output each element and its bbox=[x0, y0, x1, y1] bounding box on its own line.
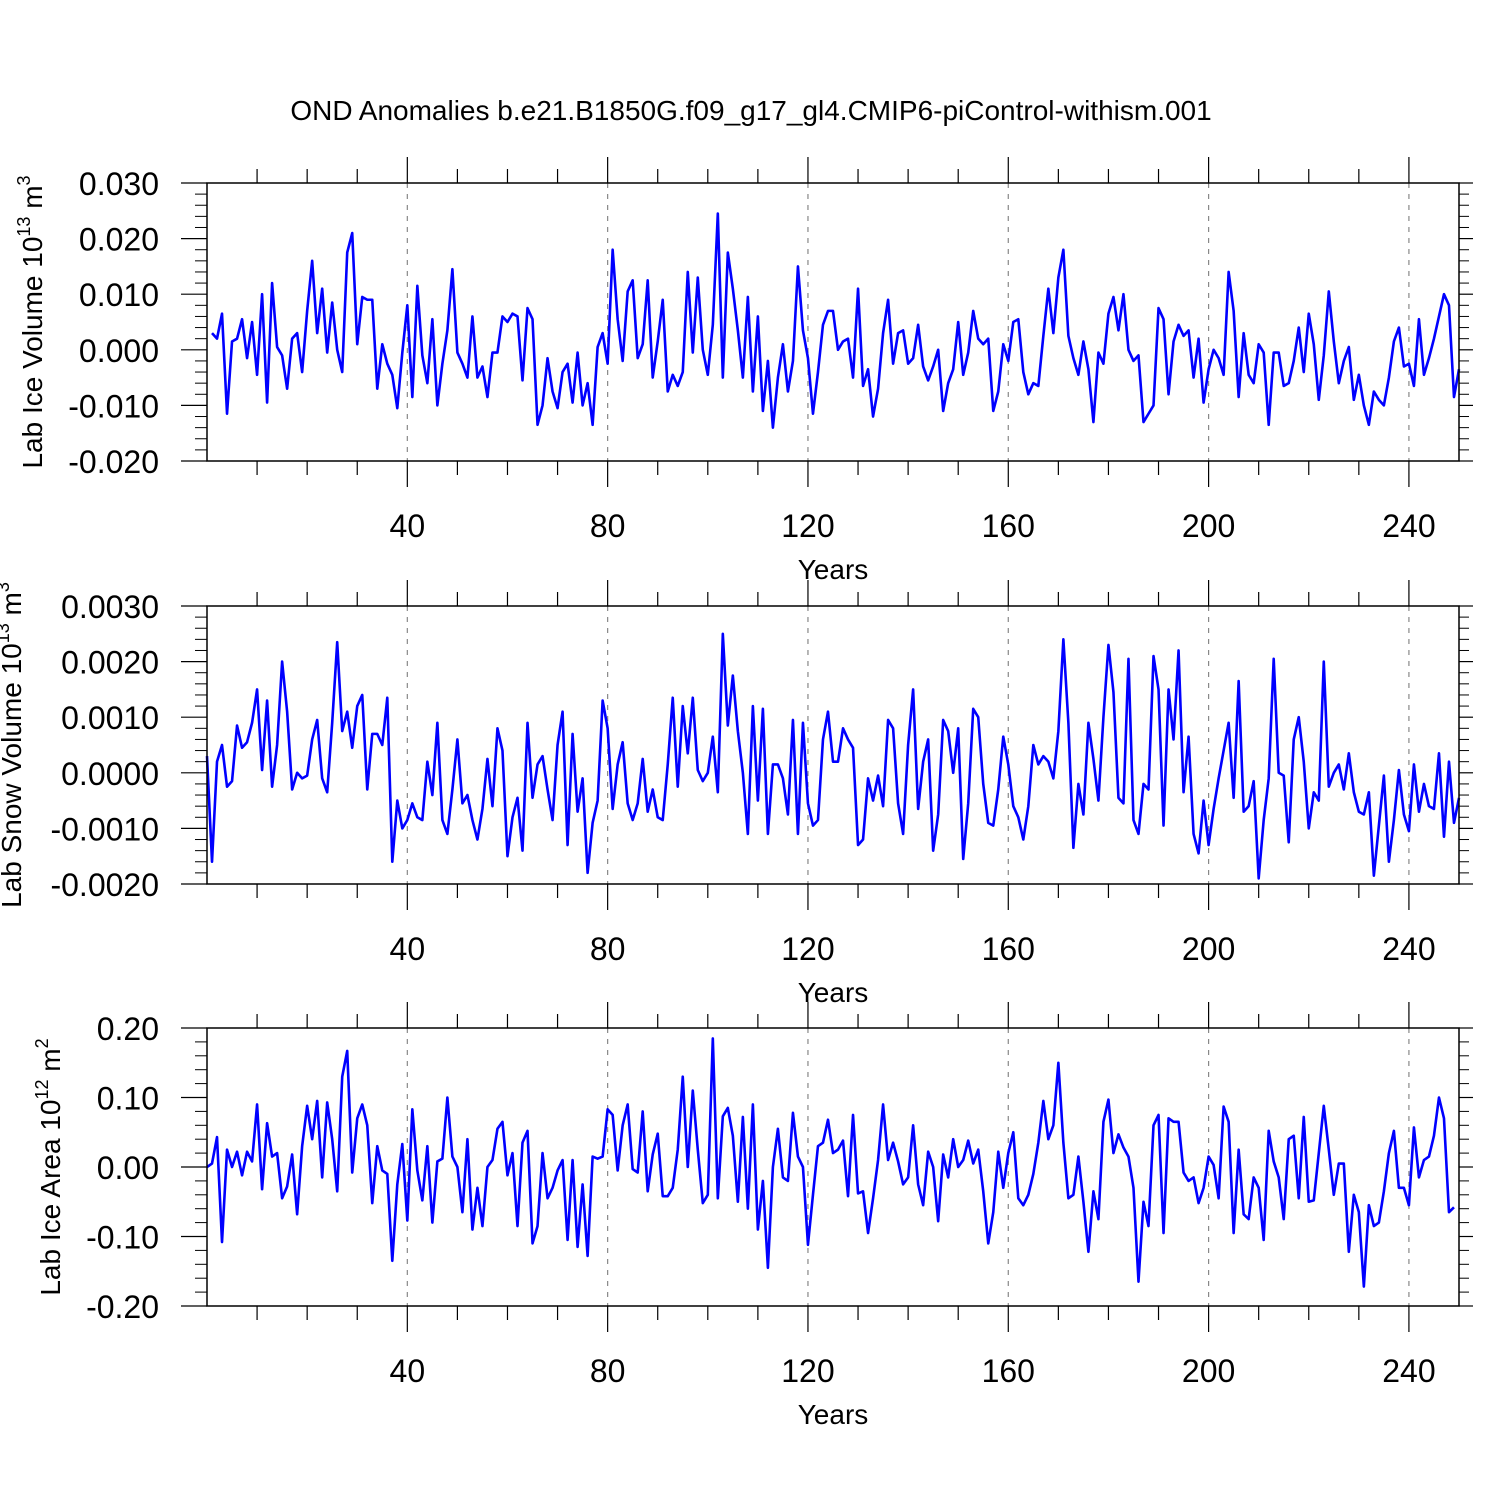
x-tick-label: 240 bbox=[1382, 931, 1435, 967]
y-tick-label: -0.0020 bbox=[50, 867, 159, 903]
y-axis-title: Lab Snow Volume 1013 m3 bbox=[0, 582, 27, 908]
plot-frame bbox=[206, 605, 1460, 885]
x-axis-title: Years bbox=[798, 554, 869, 585]
series-line-snow-volume bbox=[205, 632, 1461, 880]
y-tick-label: 0.0000 bbox=[61, 756, 159, 792]
x-tick-label: 160 bbox=[982, 1353, 1035, 1389]
x-tick-label: 200 bbox=[1182, 1353, 1235, 1389]
series-line-ice-volume bbox=[211, 212, 1461, 429]
x-tick-label: 240 bbox=[1382, 508, 1435, 544]
y-tick-label: 0.0020 bbox=[61, 645, 159, 681]
x-tick-label: 40 bbox=[390, 508, 426, 544]
x-tick-label: 120 bbox=[781, 508, 834, 544]
figure-title: OND Anomalies b.e21.B1850G.f09_g17_gl4.C… bbox=[290, 95, 1211, 126]
x-tick-label: 200 bbox=[1182, 508, 1235, 544]
x-tick-label: 80 bbox=[590, 1353, 626, 1389]
x-tick-label: 40 bbox=[390, 1353, 426, 1389]
panel-ice-volume: 40 80 120 160 200 240 -0.020 -0.010 0.000 0.010 0.… bbox=[14, 157, 1473, 585]
y-tick-label: 0.030 bbox=[79, 166, 159, 202]
x-tick-label: 200 bbox=[1182, 931, 1235, 967]
x-tick-label: 160 bbox=[982, 931, 1035, 967]
x-tick-label: 240 bbox=[1382, 1353, 1435, 1389]
y-tick-label: -0.20 bbox=[86, 1289, 159, 1325]
y-tick-label: -0.020 bbox=[68, 444, 159, 480]
x-tick-label: 120 bbox=[781, 931, 834, 967]
y-tick-label: -0.010 bbox=[68, 388, 159, 424]
series-line-ice-area bbox=[206, 1037, 1455, 1288]
y-tick-label: 0.0010 bbox=[61, 700, 159, 736]
y-tick-label: 0.20 bbox=[97, 1011, 159, 1047]
x-tick-label: 80 bbox=[590, 508, 626, 544]
y-tick-label: 0.00 bbox=[97, 1150, 159, 1186]
plot-frame bbox=[206, 182, 1460, 462]
y-axis-title: Lab Ice Volume 1013 m3 bbox=[14, 175, 48, 468]
y-axis-title: Lab Ice Area 1012 m2 bbox=[32, 1038, 66, 1295]
x-axis-title: Years bbox=[798, 977, 869, 1008]
y-tick-label: 0.10 bbox=[97, 1081, 159, 1117]
y-tick-label: -0.10 bbox=[86, 1220, 159, 1256]
x-tick-label: 40 bbox=[390, 931, 426, 967]
panel-snow-volume: 40 80 120 160 200 240 -0.0020 -0.0010 0.0000 0.00… bbox=[0, 580, 1473, 1008]
y-tick-label: 0.0030 bbox=[61, 589, 159, 625]
y-tick-label: 0.020 bbox=[79, 222, 159, 258]
x-tick-label: 80 bbox=[590, 931, 626, 967]
plot-frame bbox=[206, 1027, 1460, 1307]
x-tick-label: 120 bbox=[781, 1353, 834, 1389]
y-tick-label: 0.000 bbox=[79, 333, 159, 369]
y-tick-label: -0.0010 bbox=[50, 811, 159, 847]
panel-ice-area: 40 80 120 160 200 240 -0.20 -0.10 0.00 0.10 0.20 Ye… bbox=[32, 1002, 1473, 1430]
y-tick-label: 0.010 bbox=[79, 277, 159, 313]
x-axis-title: Years bbox=[798, 1399, 869, 1430]
x-tick-label: 160 bbox=[982, 508, 1035, 544]
